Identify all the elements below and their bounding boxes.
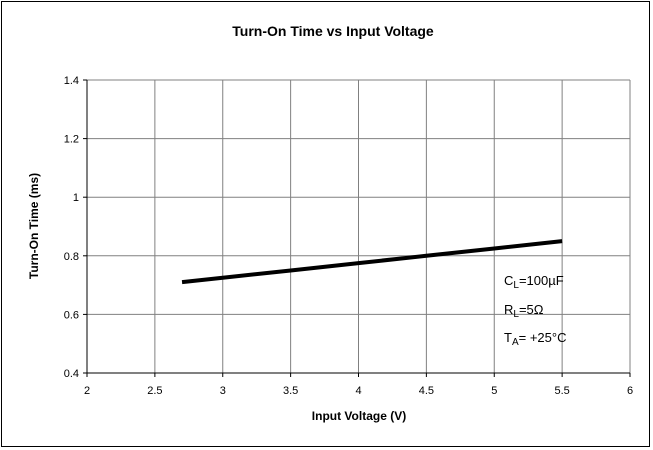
series-group [181, 239, 563, 285]
x-tick-label: 4.5 [419, 385, 434, 397]
x-tick-label: 6 [627, 385, 633, 397]
x-tick-label: 5.5 [554, 385, 569, 397]
y-tick-label: 1.2 [64, 134, 79, 146]
x-axis-label: Input Voltage (V) [312, 409, 406, 423]
annotation-text: TA= +25°C [504, 330, 566, 348]
y-tick-labels: 0.4 0.6 0.8 1 1.2 1.4 [64, 75, 79, 380]
y-tick-label: 0.8 [64, 251, 79, 263]
annotation-text: RL=5Ω [504, 302, 544, 320]
annotation-text: CL=100µF [504, 273, 564, 291]
chart-axes [83, 79, 631, 377]
annotation-group: CL=100µF RL=5Ω TA= +25°C [504, 273, 566, 348]
chart-title: Turn-On Time vs Input Voltage [232, 23, 434, 39]
y-tick-label: 0.4 [64, 368, 79, 380]
series-line [181, 239, 563, 285]
x-tick-label: 2 [84, 385, 90, 397]
y-tick-label: 1 [73, 192, 79, 204]
chart-grid [87, 79, 631, 373]
y-axis-label: Turn-On Time (ms) [27, 173, 41, 279]
x-tick-label: 3 [220, 385, 226, 397]
x-tick-label: 3.5 [283, 385, 298, 397]
x-tick-label: 5 [491, 385, 497, 397]
y-tick-label: 0.6 [64, 309, 79, 321]
x-tick-labels: 2 2.5 3 3.5 4 4.5 5 5.5 6 [84, 385, 633, 397]
x-tick-label: 4 [355, 385, 361, 397]
x-tick-label: 2.5 [147, 385, 162, 397]
y-tick-label: 1.4 [64, 75, 79, 87]
